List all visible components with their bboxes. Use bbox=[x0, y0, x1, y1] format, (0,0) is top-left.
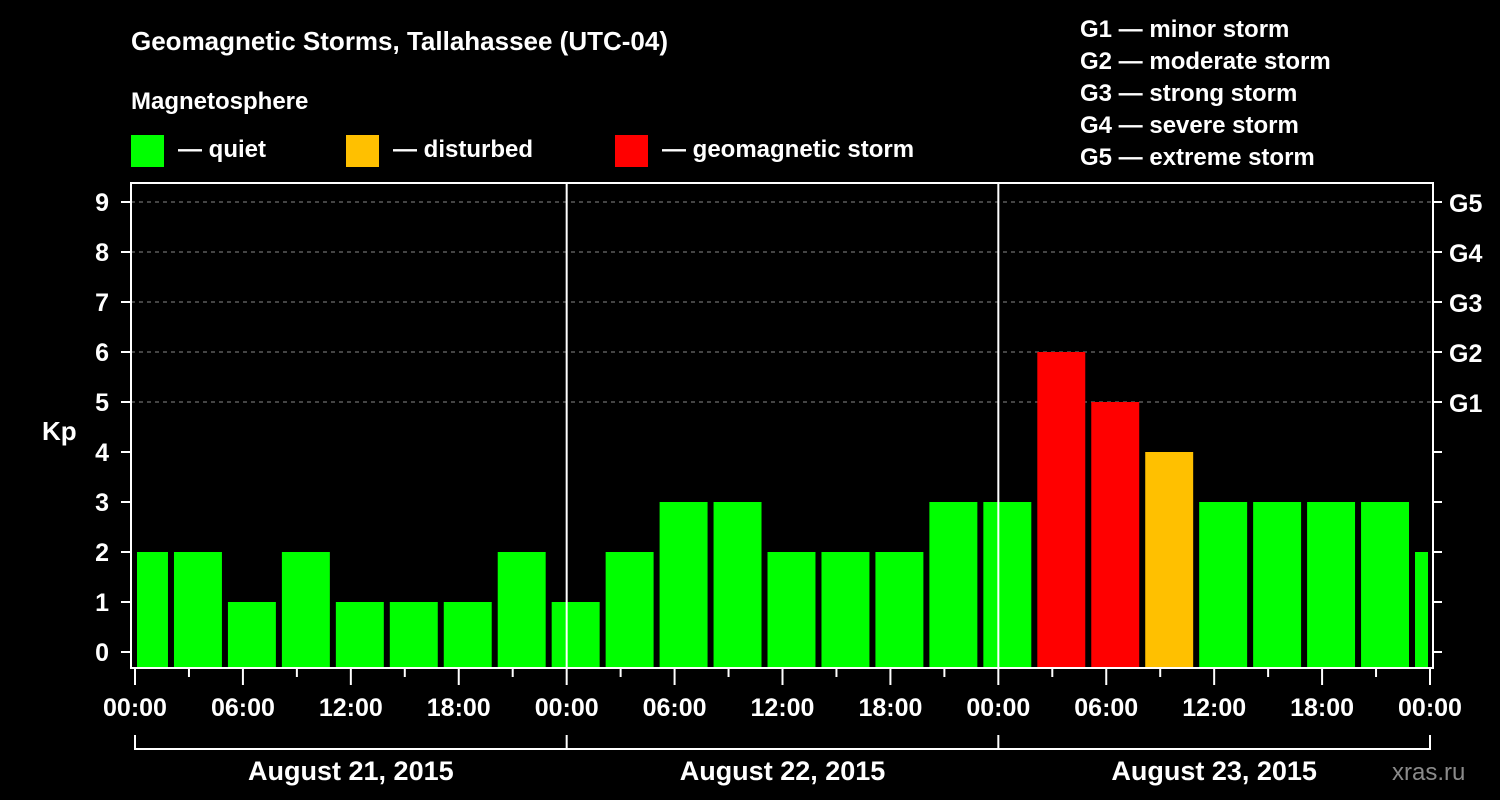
bar-quiet bbox=[389, 602, 438, 668]
bar-quiet bbox=[227, 602, 276, 668]
y-tick-label: 4 bbox=[95, 439, 109, 467]
bar-storm bbox=[1037, 352, 1086, 668]
x-tick-label: 18:00 bbox=[858, 694, 922, 722]
bar-quiet bbox=[443, 602, 492, 668]
x-tick-label: 18:00 bbox=[427, 694, 491, 722]
bar-quiet bbox=[1361, 502, 1410, 668]
legend-swatch-disturbed bbox=[346, 135, 379, 167]
bar-disturbed bbox=[1145, 452, 1194, 668]
x-tick-label: 00:00 bbox=[535, 694, 599, 722]
bar-quiet bbox=[983, 502, 1032, 668]
bar-storm bbox=[1091, 402, 1140, 668]
g-scale-item: G1 — minor storm bbox=[1080, 16, 1289, 43]
g-level-label: G4 bbox=[1449, 240, 1482, 268]
bar-quiet bbox=[335, 602, 384, 668]
chart-subtitle: Magnetosphere bbox=[131, 88, 308, 115]
y-tick-label: 9 bbox=[95, 189, 109, 217]
bar-quiet bbox=[137, 552, 168, 668]
day-label: August 21, 2015 bbox=[248, 756, 454, 786]
x-tick-label: 00:00 bbox=[966, 694, 1030, 722]
y-tick-label: 3 bbox=[95, 489, 109, 517]
chart-title: Geomagnetic Storms, Tallahassee (UTC-04) bbox=[131, 26, 668, 56]
x-tick-label: 12:00 bbox=[1182, 694, 1246, 722]
x-tick-label: 06:00 bbox=[211, 694, 275, 722]
x-tick-label: 18:00 bbox=[1290, 694, 1354, 722]
bar-quiet bbox=[929, 502, 978, 668]
x-tick-label: 12:00 bbox=[319, 694, 383, 722]
legend-swatch-quiet bbox=[131, 135, 164, 167]
y-axis-label: Kp bbox=[42, 416, 77, 446]
y-tick-label: 1 bbox=[95, 589, 109, 617]
y-tick-label: 0 bbox=[95, 639, 109, 667]
bar-quiet bbox=[1415, 552, 1428, 668]
bar-quiet bbox=[659, 502, 708, 668]
bar-quiet bbox=[497, 552, 546, 668]
g-level-label: G5 bbox=[1449, 190, 1482, 218]
y-tick-label: 8 bbox=[95, 239, 109, 267]
bar-quiet bbox=[1199, 502, 1248, 668]
bar-quiet bbox=[821, 552, 870, 668]
legend-label-storm: — geomagnetic storm bbox=[662, 136, 914, 163]
g-level-label: G1 bbox=[1449, 390, 1482, 418]
g-scale-item: G4 — severe storm bbox=[1080, 112, 1299, 139]
bar-quiet bbox=[1307, 502, 1356, 668]
legend-label-quiet: — quiet bbox=[178, 136, 266, 163]
x-tick-label: 06:00 bbox=[643, 694, 707, 722]
g-scale-legend: G1 — minor storm G2 — moderate storm G3 — … bbox=[1080, 16, 1331, 171]
legend: — quiet — disturbed — geomagnetic storm bbox=[131, 135, 914, 167]
g-level-label: G3 bbox=[1449, 290, 1482, 318]
x-tick-label: 00:00 bbox=[1398, 694, 1462, 722]
x-tick-label: 12:00 bbox=[751, 694, 815, 722]
bar-quiet bbox=[1253, 502, 1302, 668]
y-tick-label: 5 bbox=[95, 389, 109, 417]
g-scale-item: G3 — strong storm bbox=[1080, 80, 1297, 107]
bar-quiet bbox=[767, 552, 816, 668]
bar-quiet bbox=[551, 602, 600, 668]
day-label: August 23, 2015 bbox=[1111, 756, 1317, 786]
bar-quiet bbox=[713, 502, 762, 668]
y-tick-label: 7 bbox=[95, 289, 109, 317]
legend-label-disturbed: — disturbed bbox=[393, 136, 533, 163]
g-scale-item: G5 — extreme storm bbox=[1080, 144, 1315, 171]
watermark: xras.ru bbox=[1392, 759, 1465, 786]
x-tick-label: 06:00 bbox=[1074, 694, 1138, 722]
y-tick-label: 6 bbox=[95, 339, 109, 367]
g-level-label: G2 bbox=[1449, 340, 1482, 368]
bar-quiet bbox=[605, 552, 654, 668]
day-label: August 22, 2015 bbox=[680, 756, 886, 786]
legend-swatch-storm bbox=[615, 135, 648, 167]
bar-quiet bbox=[173, 552, 222, 668]
y-tick-label: 2 bbox=[95, 539, 109, 567]
g-scale-item: G2 — moderate storm bbox=[1080, 48, 1331, 75]
bar-quiet bbox=[281, 552, 330, 668]
x-tick-label: 00:00 bbox=[103, 694, 167, 722]
bar-quiet bbox=[875, 552, 924, 668]
